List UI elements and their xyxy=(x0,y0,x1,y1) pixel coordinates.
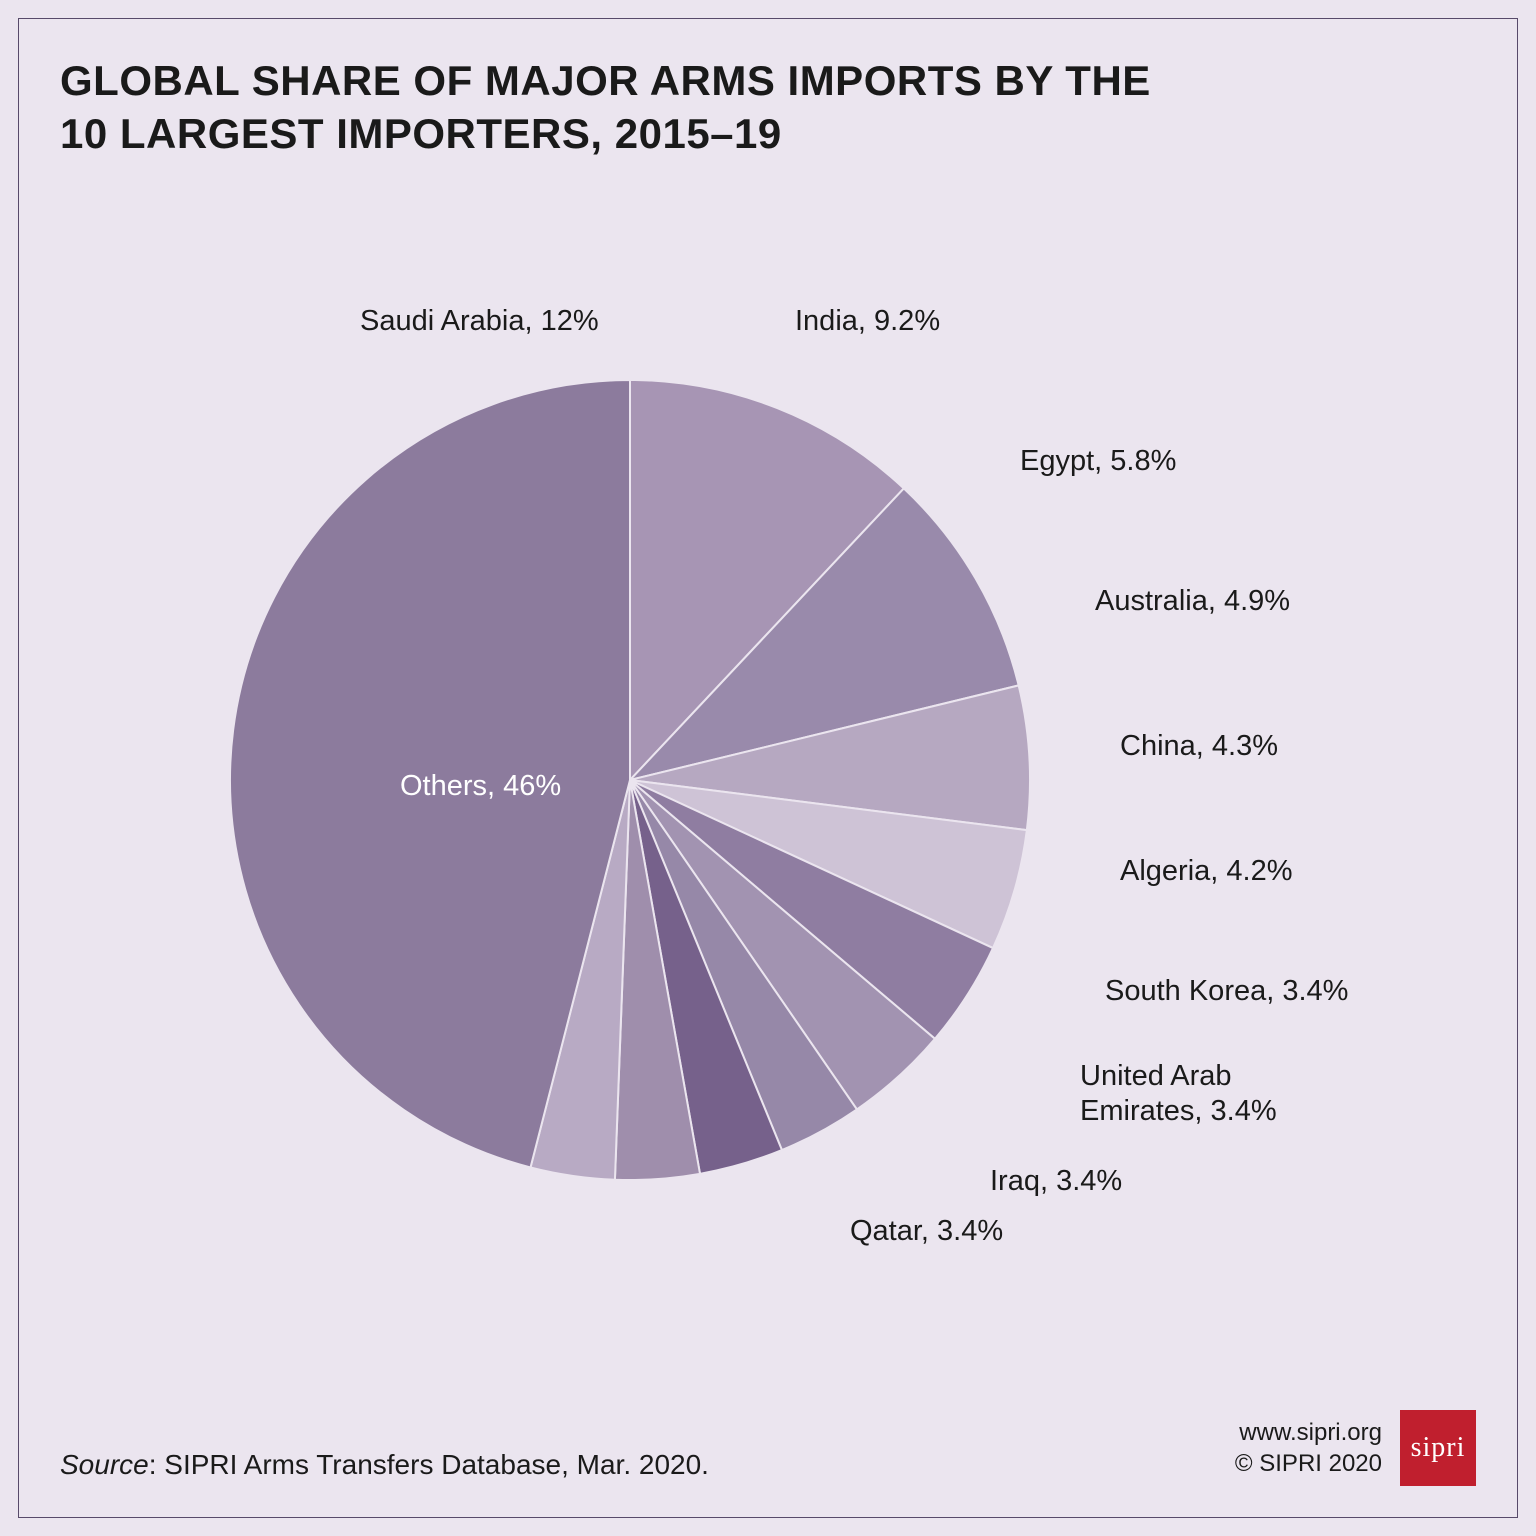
pie-chart: Saudi Arabia, 12% India, 9.2% Egypt, 5.8% A… xyxy=(50,240,1486,1290)
logo-text: sipri xyxy=(1411,1432,1466,1464)
slice-label: Iraq, 3.4% xyxy=(990,1165,1122,1197)
slice-label-others: Others, 46% xyxy=(400,770,561,802)
slice-label: Emirates, 3.4% xyxy=(1080,1095,1277,1127)
sipri-logo: sipri xyxy=(1400,1410,1476,1486)
slice-label: Qatar, 3.4% xyxy=(850,1215,1003,1247)
slice-label: United Arab xyxy=(1080,1060,1232,1092)
source-label: Source xyxy=(60,1449,149,1480)
slice-label: Saudi Arabia, 12% xyxy=(360,305,599,337)
slice-label: South Korea, 3.4% xyxy=(1105,975,1348,1007)
title-line-1: GLOBAL SHARE OF MAJOR ARMS IMPORTS BY TH… xyxy=(60,57,1151,104)
footer-right: www.sipri.org © SIPRI 2020 sipri xyxy=(1235,1410,1476,1486)
title-line-2: 10 LARGEST IMPORTERS, 2015–19 xyxy=(60,110,782,157)
slice-label: Algeria, 4.2% xyxy=(1120,855,1293,887)
slice-label: China, 4.3% xyxy=(1120,730,1278,762)
footer-copyright: © SIPRI 2020 xyxy=(1235,1448,1382,1479)
slice-label: India, 9.2% xyxy=(795,305,940,337)
source-line: Source: SIPRI Arms Transfers Database, M… xyxy=(60,1449,709,1481)
chart-title: GLOBAL SHARE OF MAJOR ARMS IMPORTS BY TH… xyxy=(60,55,1151,160)
footer-url: www.sipri.org xyxy=(1235,1417,1382,1448)
source-text: : SIPRI Arms Transfers Database, Mar. 20… xyxy=(149,1449,709,1480)
slice-label: Australia, 4.9% xyxy=(1095,585,1290,617)
slice-label: Egypt, 5.8% xyxy=(1020,445,1176,477)
